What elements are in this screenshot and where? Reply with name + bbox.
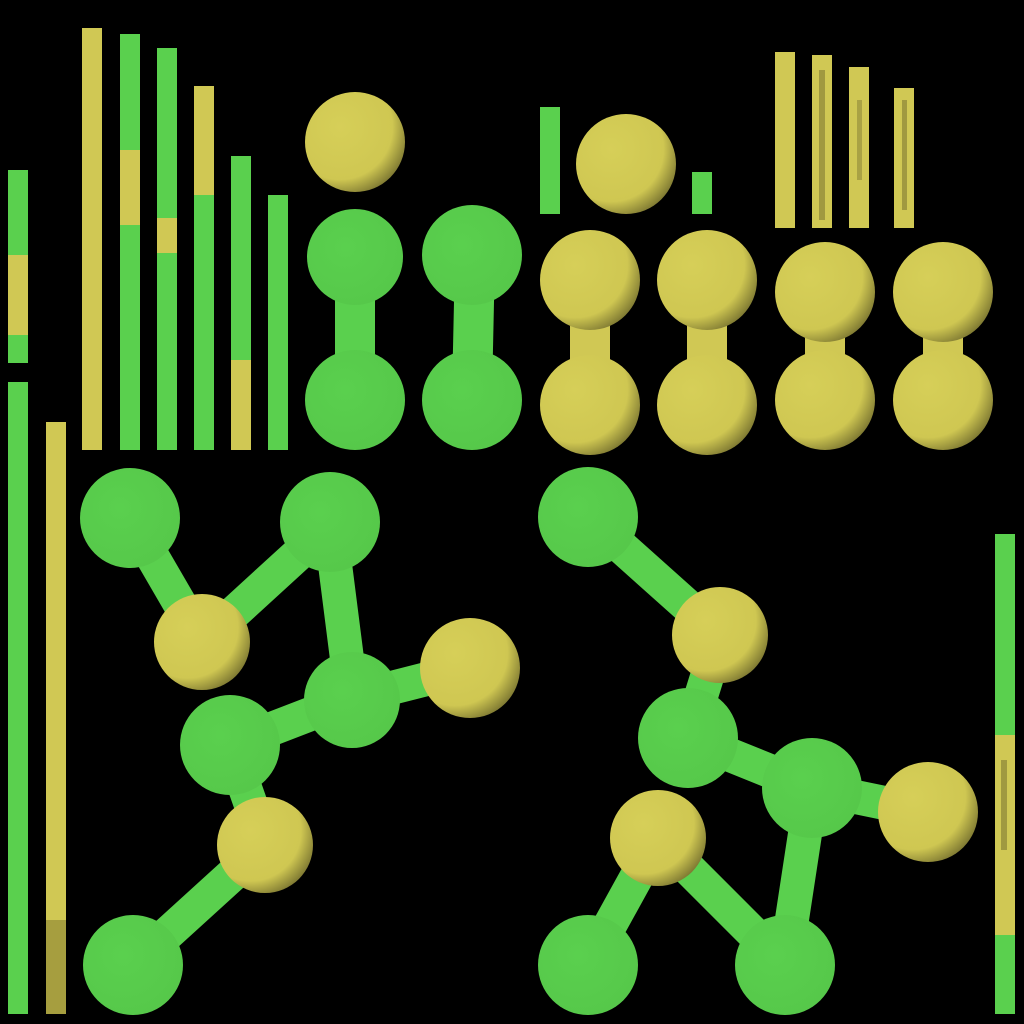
bar-12: [775, 52, 795, 228]
bar-4: [82, 28, 102, 450]
bar-9: [268, 195, 288, 450]
dumbbell-yellow-1: [540, 230, 640, 455]
dumbbell-yellow-4: [893, 242, 993, 450]
sphere-yellow-1: [305, 92, 405, 192]
dumbbell-yellow-3: [775, 242, 875, 450]
bar-11: [692, 172, 712, 214]
bar-5: [120, 34, 140, 450]
bar-10: [540, 107, 560, 214]
bar-14: [849, 67, 869, 228]
sphere-yellow-2: [576, 114, 676, 214]
bar-3: [46, 422, 66, 1014]
dumbbell-green-2: [422, 205, 522, 450]
bar-group-right: [995, 534, 1015, 1014]
bar-2: [8, 382, 28, 1014]
bar-group-left: [8, 28, 288, 1014]
molecule-right: [538, 467, 978, 1015]
dumbbell-yellow-2: [657, 230, 757, 455]
dumbbell-green-1: [305, 209, 405, 450]
bar-group-right-top: [775, 52, 914, 228]
molecule-left: [80, 468, 520, 1015]
